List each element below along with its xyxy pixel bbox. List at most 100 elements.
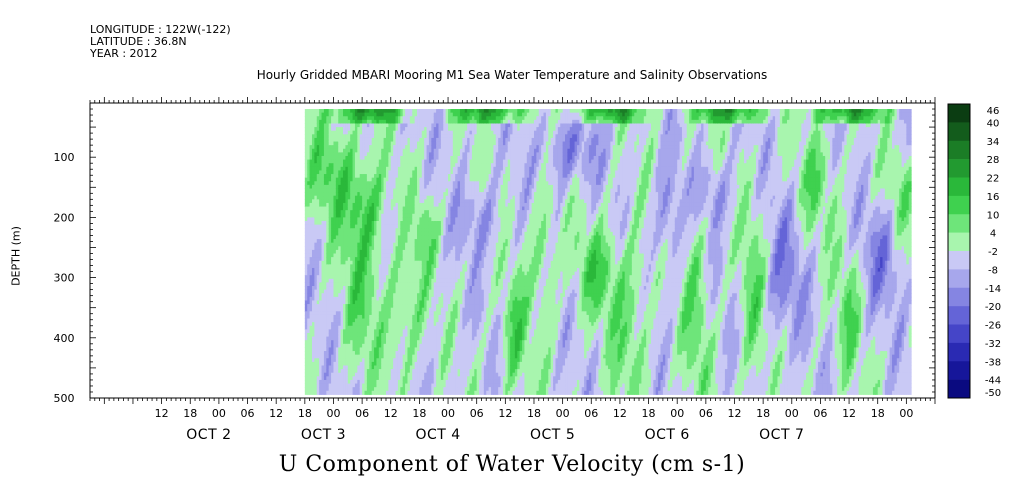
heatmap-cell bbox=[402, 246, 406, 251]
heatmap-cell bbox=[433, 249, 437, 255]
heatmap-cell bbox=[407, 289, 411, 294]
heatmap-cell bbox=[421, 231, 425, 236]
heatmap-cell bbox=[395, 130, 399, 135]
heatmap-cell bbox=[359, 314, 363, 320]
heatmap-cell bbox=[417, 152, 420, 157]
heatmap-cell bbox=[397, 286, 401, 291]
heatmap-cell bbox=[388, 145, 392, 150]
heatmap-cell bbox=[374, 311, 377, 316]
heatmap-cell bbox=[436, 351, 440, 356]
heatmap-cell bbox=[381, 336, 385, 341]
heatmap-cell bbox=[402, 242, 406, 247]
heatmap-cell bbox=[421, 296, 425, 301]
heatmap-cell bbox=[450, 264, 454, 269]
heatmap-cell bbox=[436, 278, 440, 283]
heatmap-cell bbox=[319, 278, 323, 283]
heatmap-cell bbox=[395, 170, 399, 175]
heatmap-cell bbox=[385, 293, 389, 298]
heatmap-cell bbox=[424, 119, 428, 124]
heatmap-cell bbox=[426, 336, 430, 341]
heatmap-cell bbox=[304, 119, 308, 124]
heatmap-cell bbox=[371, 137, 375, 143]
heatmap-cell bbox=[359, 271, 363, 276]
heatmap-cell bbox=[369, 210, 373, 215]
heatmap-cell bbox=[307, 217, 311, 222]
heatmap-cell bbox=[319, 372, 323, 377]
heatmap-cell bbox=[316, 177, 320, 182]
heatmap-cell bbox=[428, 181, 432, 186]
heatmap-cell bbox=[395, 347, 399, 352]
heatmap-cell bbox=[388, 213, 392, 218]
heatmap-cell bbox=[309, 159, 313, 164]
heatmap-cell bbox=[376, 365, 380, 370]
heatmap-cell bbox=[426, 163, 430, 168]
heatmap-cell bbox=[424, 390, 428, 395]
heatmap-cell bbox=[371, 145, 375, 150]
heatmap-cell bbox=[390, 322, 394, 327]
heatmap-cell bbox=[443, 155, 447, 161]
heatmap-cell bbox=[328, 152, 332, 157]
heatmap-cell bbox=[366, 343, 370, 348]
heatmap-cell bbox=[362, 137, 366, 143]
heatmap-cell bbox=[421, 242, 425, 247]
heatmap-cell bbox=[307, 119, 311, 124]
heatmap-cell bbox=[395, 177, 399, 182]
heatmap-cell bbox=[376, 242, 380, 247]
heatmap-cell bbox=[428, 166, 432, 171]
heatmap-cell bbox=[321, 242, 325, 247]
heatmap-cell bbox=[450, 257, 454, 262]
heatmap-cell bbox=[354, 127, 358, 132]
heatmap-cell bbox=[381, 210, 385, 215]
heatmap-cell bbox=[354, 177, 358, 182]
heatmap-cell bbox=[321, 322, 325, 327]
heatmap-cell bbox=[388, 365, 392, 370]
heatmap-cell bbox=[309, 361, 313, 366]
heatmap-cell bbox=[378, 332, 382, 338]
heatmap-cell bbox=[385, 224, 389, 229]
heatmap-cell bbox=[419, 369, 423, 374]
heatmap-cell bbox=[388, 376, 392, 381]
heatmap-cell bbox=[304, 383, 308, 388]
heatmap-cell bbox=[414, 239, 418, 244]
heatmap-cell bbox=[424, 152, 428, 157]
heatmap-cell bbox=[412, 174, 416, 179]
heatmap-cell bbox=[448, 325, 451, 330]
heatmap-cell bbox=[333, 239, 337, 244]
heatmap-cell bbox=[388, 152, 392, 157]
heatmap-cell bbox=[374, 390, 377, 395]
heatmap-cell bbox=[338, 239, 342, 244]
heatmap-cell bbox=[333, 213, 337, 218]
heatmap-cell bbox=[354, 365, 358, 370]
heatmap-cell bbox=[436, 340, 440, 345]
heatmap-cell bbox=[352, 264, 356, 269]
heatmap-cell bbox=[347, 246, 351, 251]
heatmap-cell bbox=[354, 242, 358, 247]
heatmap-cell bbox=[340, 361, 344, 366]
heatmap-cell bbox=[345, 123, 349, 128]
heatmap-cell bbox=[388, 112, 392, 117]
heatmap-cell bbox=[309, 387, 313, 392]
heatmap-cell bbox=[307, 188, 311, 193]
heatmap-cell bbox=[412, 141, 416, 146]
heatmap-cell bbox=[397, 210, 401, 215]
heatmap-cell bbox=[393, 343, 397, 348]
heatmap-cell bbox=[366, 282, 370, 287]
heatmap-cells bbox=[304, 109, 912, 395]
heatmap-cell bbox=[407, 181, 411, 186]
heatmap-cell bbox=[338, 166, 342, 171]
heatmap-cell bbox=[309, 155, 313, 161]
heatmap-cell bbox=[338, 260, 342, 265]
heatmap-cell bbox=[307, 358, 311, 363]
heatmap-cell bbox=[397, 293, 401, 298]
heatmap-cell bbox=[350, 314, 354, 320]
heatmap-cell bbox=[357, 159, 361, 164]
heatmap-cell bbox=[445, 145, 449, 150]
heatmap-cell bbox=[450, 217, 454, 222]
heatmap-cell bbox=[400, 390, 404, 395]
heatmap-cell bbox=[369, 286, 373, 291]
heatmap-cell bbox=[326, 278, 330, 283]
heatmap-cell bbox=[374, 231, 377, 236]
heatmap-cell bbox=[364, 264, 368, 269]
heatmap-cell bbox=[316, 361, 320, 366]
heatmap-cell bbox=[385, 145, 389, 150]
